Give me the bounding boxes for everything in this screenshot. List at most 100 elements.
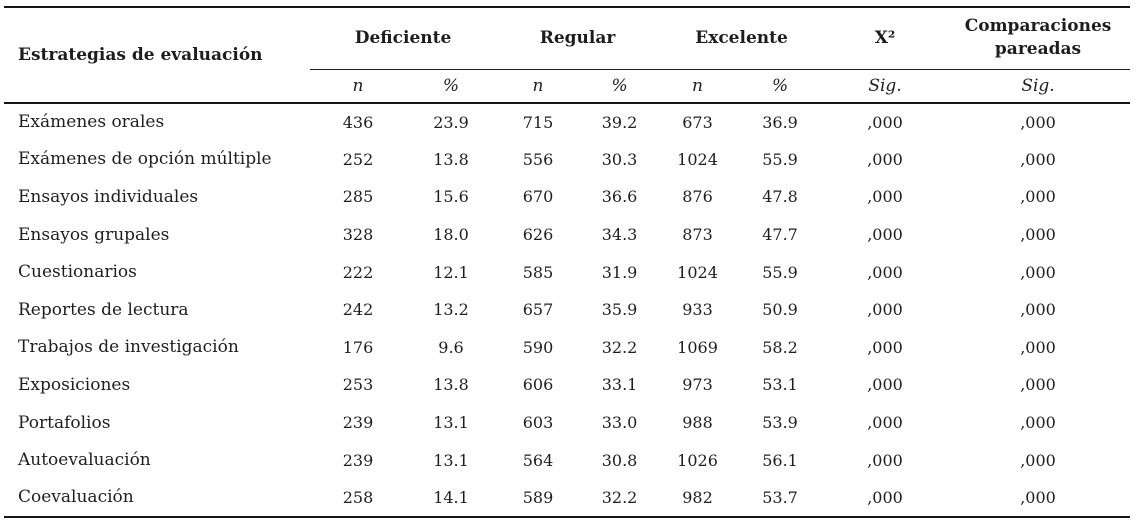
subheader-pct-excelente: % — [736, 69, 825, 104]
data-cell: 876 — [682, 187, 713, 207]
data-cell: ,000 — [1020, 450, 1056, 470]
data-cell: 13.1 — [433, 413, 469, 433]
data-cell: 13.8 — [433, 375, 469, 395]
sub-header-row: n % n % n % Sig. Sig. — [4, 69, 1131, 104]
subheader-sig-pareadas: Sig. — [946, 69, 1131, 104]
data-cell: 436 — [342, 112, 374, 132]
data-cell: 53.7 — [762, 487, 798, 507]
data-cell: ,000 — [867, 187, 903, 207]
data-cell: ,000 — [1020, 112, 1056, 132]
data-cell: 1069 — [677, 337, 718, 357]
data-cell: 556 — [522, 149, 554, 169]
data-cell: 13.1 — [433, 450, 469, 470]
group-header-chi-squared: X² — [824, 7, 947, 70]
data-cell: 55.9 — [762, 262, 798, 282]
row-label: Portafolios — [18, 412, 111, 433]
group-header-deficiente: Deficiente — [310, 7, 497, 70]
data-cell: ,000 — [1020, 337, 1056, 357]
group-header-row: Estrategias de evaluación Deficiente Reg… — [4, 7, 1131, 104]
data-cell: ,000 — [867, 413, 903, 433]
data-cell: 873 — [682, 225, 713, 245]
subheader-n-deficiente: n — [310, 69, 406, 104]
data-cell: ,000 — [867, 487, 903, 507]
row-label: Autoevaluación — [18, 450, 151, 471]
data-cell: ,000 — [1020, 413, 1056, 433]
data-cell: 32.2 — [601, 487, 638, 507]
data-cell: 657 — [522, 300, 554, 320]
subheader-pct-regular: % — [580, 69, 660, 104]
data-cell: ,000 — [867, 112, 903, 132]
data-cell: 58.2 — [762, 337, 798, 357]
row-label: Ensayos individuales — [18, 186, 199, 207]
data-cell: ,000 — [867, 337, 903, 357]
data-cell: 673 — [682, 112, 713, 132]
data-cell: 31.9 — [601, 262, 638, 282]
data-cell: 982 — [682, 487, 713, 507]
data-cell: 47.7 — [762, 225, 798, 245]
data-cell: 35.9 — [601, 300, 638, 320]
data-cell: 53.1 — [762, 375, 798, 395]
data-cell: ,000 — [867, 149, 903, 169]
data-cell: 585 — [522, 262, 554, 282]
data-cell: 253 — [342, 375, 374, 395]
data-cell: ,000 — [867, 375, 903, 395]
data-cell: 12.1 — [433, 262, 469, 282]
data-cell: 606 — [522, 375, 554, 395]
row-label: Exposiciones — [18, 374, 131, 395]
group-header-excelente: Excelente — [659, 7, 825, 70]
data-cell: ,000 — [1020, 187, 1056, 207]
data-cell: 55.9 — [762, 149, 798, 169]
table-row: Exposiciones 253 13.8 606 33.1 973 53.1 … — [4, 366, 1130, 404]
data-cell: 14.1 — [433, 487, 469, 507]
data-cell: ,000 — [867, 262, 903, 282]
data-cell: 13.2 — [433, 300, 469, 320]
data-cell: 30.8 — [601, 450, 638, 470]
table-row: Portafolios 239 13.1 603 33.0 988 53.9 ,… — [4, 404, 1130, 442]
data-cell: 53.9 — [762, 413, 798, 433]
data-cell: ,000 — [1020, 149, 1056, 169]
table-row: Trabajos de investigación 176 9.6 590 32… — [4, 329, 1130, 367]
data-cell: 18.0 — [433, 225, 469, 245]
table-row: Cuestionarios 222 12.1 585 31.9 1024 55.… — [4, 253, 1130, 291]
subheader-n-excelente: n — [659, 69, 737, 104]
data-cell: 564 — [522, 450, 554, 470]
data-cell: 242 — [342, 300, 374, 320]
row-label: Exámenes orales — [18, 112, 165, 133]
row-label: Ensayos grupales — [18, 224, 170, 245]
group-header-comparaciones-pareadas: Comparaciones pareadas — [946, 7, 1131, 70]
data-cell: 285 — [342, 187, 374, 207]
table-row: Coevaluación 258 14.1 589 32.2 982 53.7 … — [4, 479, 1130, 517]
data-cell: 589 — [522, 487, 554, 507]
data-cell: 328 — [342, 225, 374, 245]
table-row: Ensayos grupales 328 18.0 626 34.3 873 4… — [4, 216, 1130, 254]
data-cell: 32.2 — [601, 337, 638, 357]
data-cell: 36.6 — [601, 187, 638, 207]
data-cell: 258 — [342, 487, 374, 507]
data-cell: ,000 — [1020, 487, 1056, 507]
data-cell: 13.8 — [433, 149, 469, 169]
table-row: Exámenes orales 436 23.9 715 39.2 673 36… — [4, 103, 1130, 141]
data-cell: 715 — [522, 112, 554, 132]
subheader-n-regular: n — [496, 69, 581, 104]
row-label: Cuestionarios — [18, 262, 137, 283]
table-row: Autoevaluación 239 13.1 564 30.8 1026 56… — [4, 441, 1130, 479]
data-cell: ,000 — [1020, 225, 1056, 245]
data-cell: ,000 — [867, 300, 903, 320]
column-header-estrategias: Estrategias de evaluación — [4, 7, 310, 104]
data-cell: 988 — [682, 413, 713, 433]
data-cell: 36.9 — [762, 112, 798, 132]
data-cell: 1026 — [677, 450, 718, 470]
table-header: Estrategias de evaluación Deficiente Reg… — [4, 7, 1131, 104]
data-cell: 670 — [522, 187, 554, 207]
data-cell: 239 — [342, 413, 374, 433]
data-cell: 239 — [342, 450, 374, 470]
subheader-sig-chi: Sig. — [824, 69, 947, 104]
subheader-pct-deficiente: % — [406, 69, 497, 104]
data-cell: 933 — [682, 300, 713, 320]
data-cell: 15.6 — [433, 187, 469, 207]
data-cell: 973 — [682, 375, 713, 395]
table-body: Exámenes orales 436 23.9 715 39.2 673 36… — [4, 103, 1130, 517]
data-cell: ,000 — [867, 225, 903, 245]
data-cell: 56.1 — [762, 450, 798, 470]
